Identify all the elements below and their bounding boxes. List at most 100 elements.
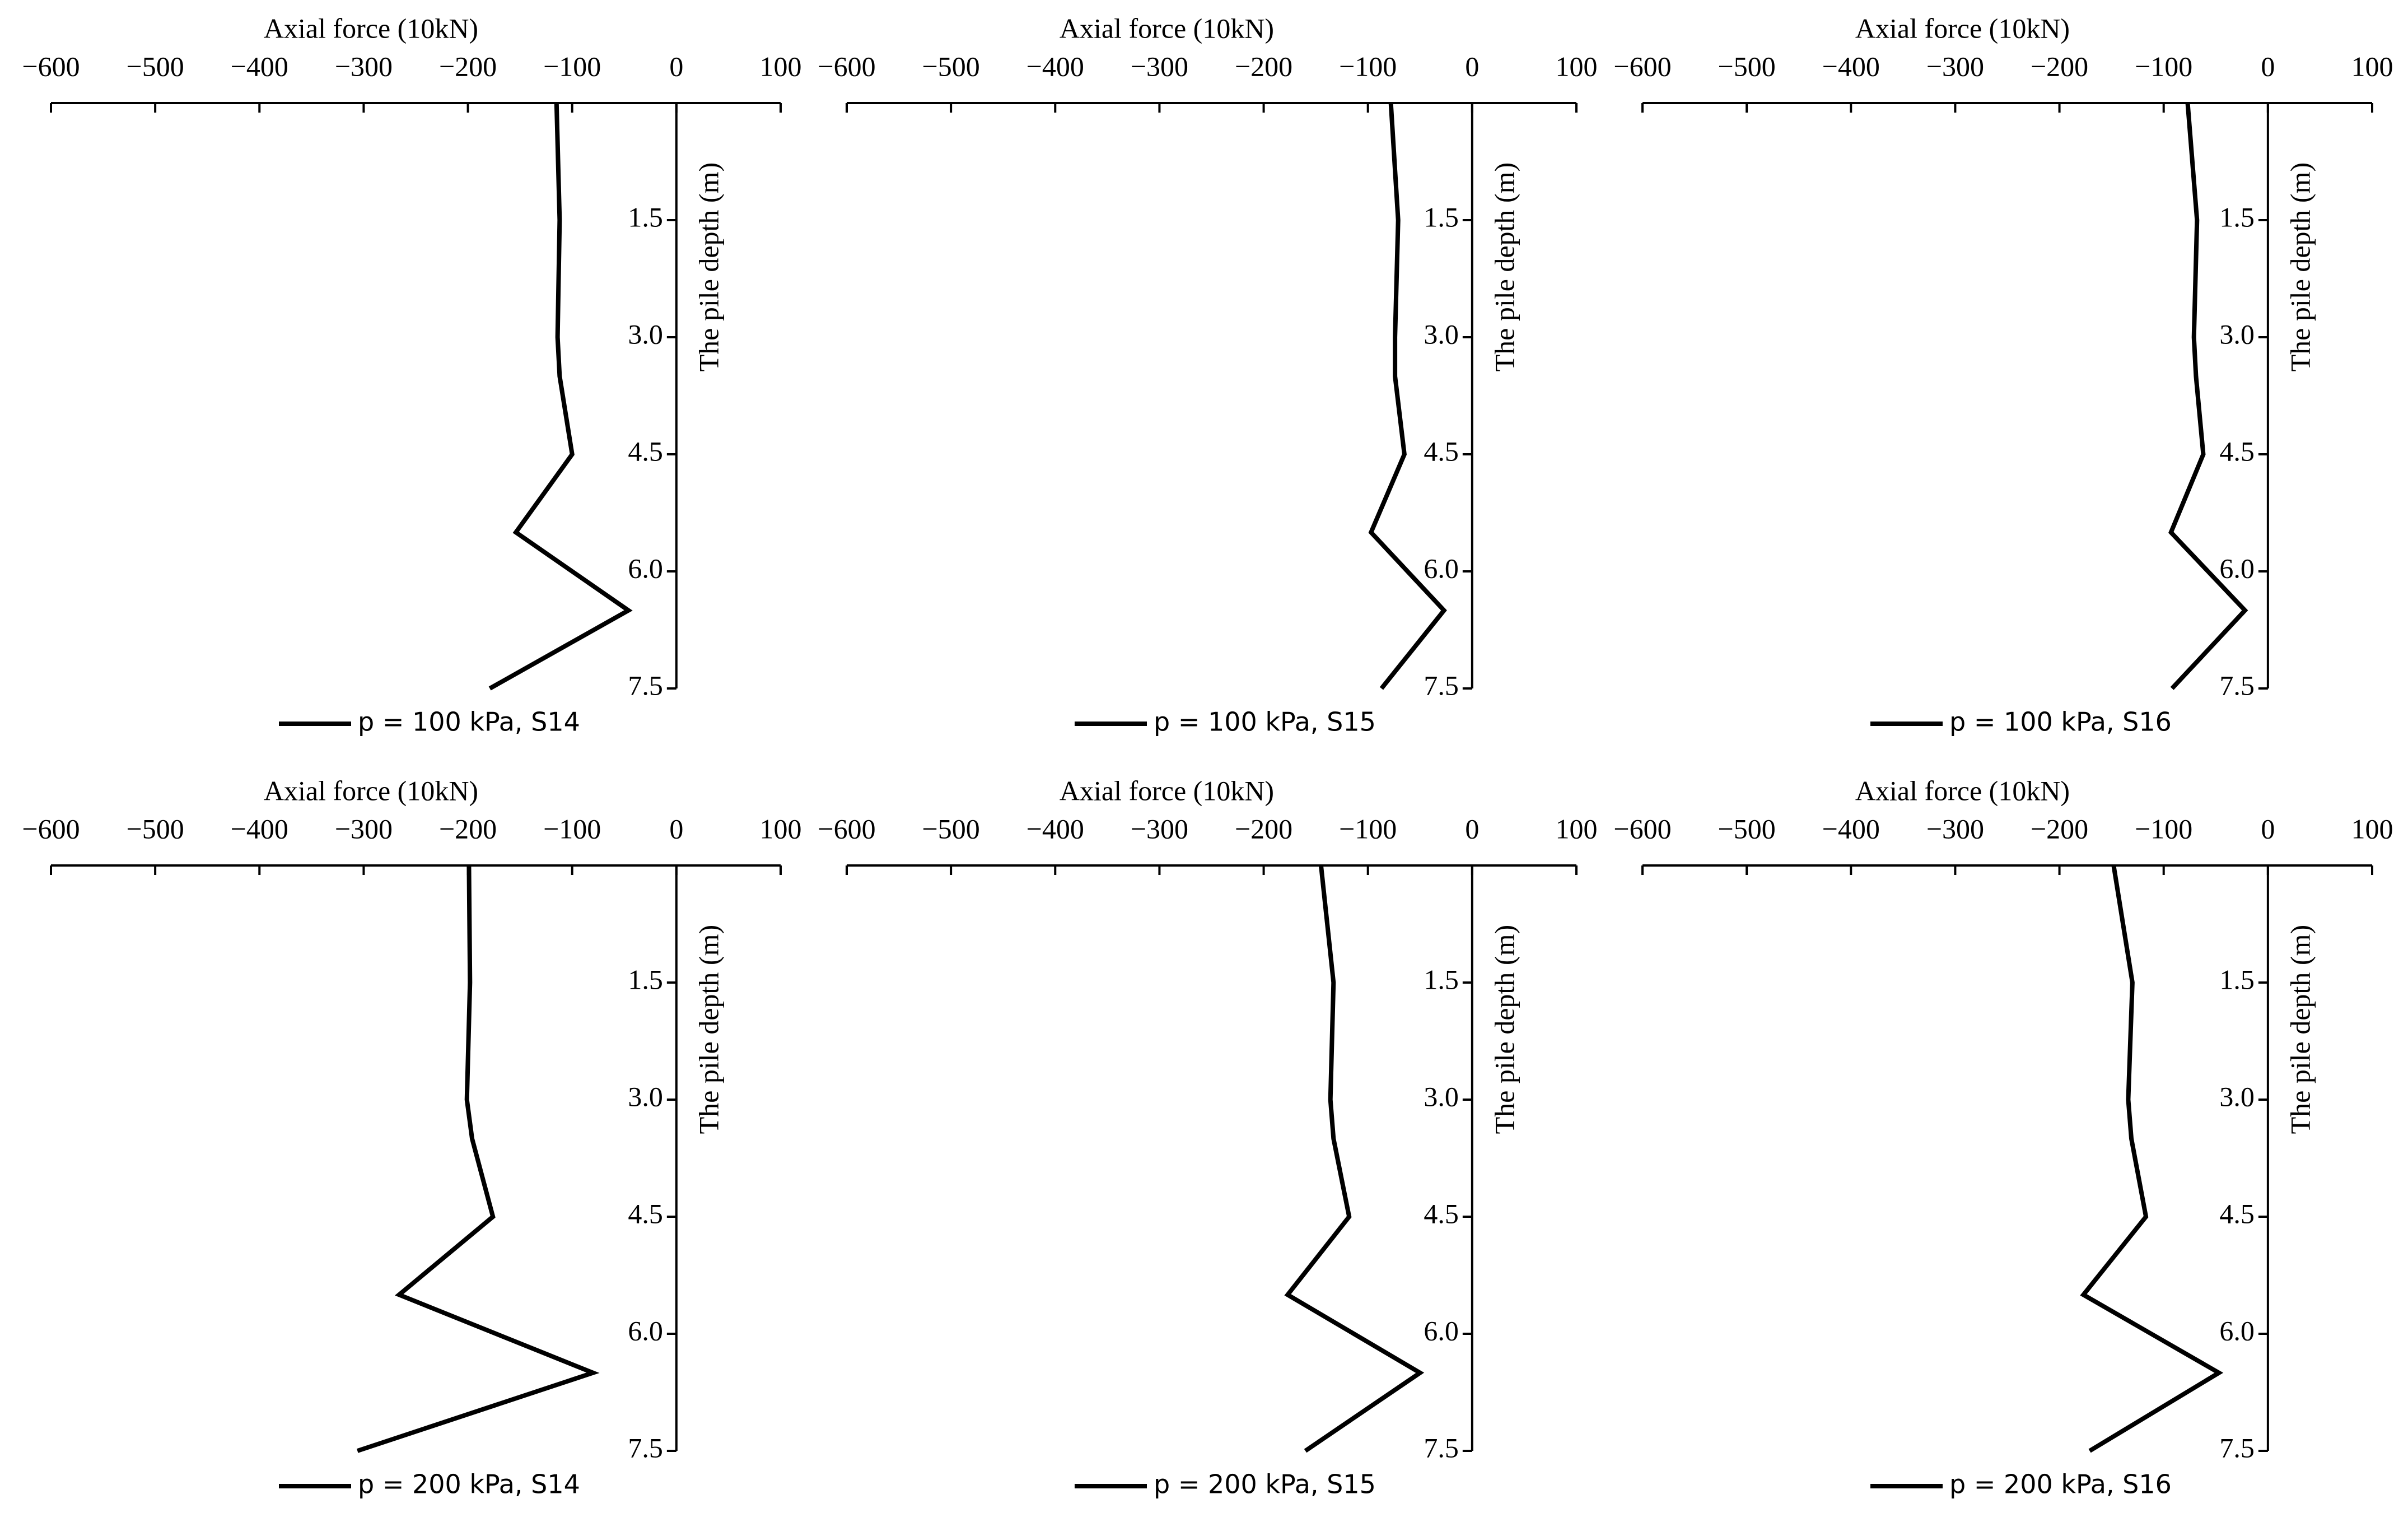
x-tick-label: −200 [439, 813, 497, 844]
y-axis-title: The pile depth (m) [1488, 925, 1520, 1134]
y-tick-label: 7.5 [2219, 1432, 2255, 1463]
y-tick-label: 4.5 [1424, 435, 1459, 467]
x-axis-title: Axial force (10kN) [264, 12, 478, 44]
y-axis-title: The pile depth (m) [693, 925, 724, 1134]
data-line [1284, 865, 1425, 1453]
x-axis-title: Axial force (10kN) [1855, 12, 2070, 44]
y-tick-label: 4.5 [1424, 1198, 1459, 1229]
legend-label: p = 200 kPa, S14 [358, 1469, 580, 1500]
x-tick-label: −500 [1718, 50, 1776, 82]
x-tick-label: −500 [127, 813, 184, 844]
y-tick-label: 4.5 [2219, 1198, 2255, 1229]
y-tick-label: 1.5 [628, 201, 663, 232]
y-tick-label: 3.0 [2219, 1081, 2255, 1112]
y-tick-label: 4.5 [628, 435, 663, 467]
y-tick-label: 1.5 [2219, 201, 2255, 232]
x-tick-label: −600 [818, 50, 875, 82]
legend-label: p = 200 kPa, S15 [1154, 1469, 1376, 1500]
x-tick-label: −600 [1613, 813, 1671, 844]
x-tick-label: −400 [231, 50, 288, 82]
x-tick-label: −500 [1718, 813, 1776, 844]
y-tick-label: 3.0 [1424, 1081, 1459, 1112]
x-axis-title: Axial force (10kN) [1060, 12, 1274, 44]
x-tick-label: 0 [669, 813, 683, 844]
x-tick-label: −200 [1235, 813, 1292, 844]
y-tick-label: 4.5 [628, 1198, 663, 1229]
data-line [357, 865, 600, 1453]
x-tick-label: 100 [760, 50, 802, 82]
data-line [2168, 103, 2248, 690]
x-tick-label: 100 [760, 813, 802, 844]
x-tick-label: −100 [1339, 50, 1397, 82]
y-axis-title: The pile depth (m) [1488, 162, 1520, 371]
x-tick-label: 100 [1556, 813, 1598, 844]
y-tick-label: 7.5 [1424, 669, 1459, 701]
x-tick-label: −600 [1613, 50, 1671, 82]
x-tick-label: −100 [543, 50, 601, 82]
x-tick-label: 100 [1556, 50, 1598, 82]
y-tick-label: 3.0 [628, 1081, 663, 1112]
x-tick-label: −200 [2031, 813, 2088, 844]
x-tick-label: −500 [922, 813, 980, 844]
y-tick-label: 4.5 [2219, 435, 2255, 467]
x-tick-label: −100 [1339, 813, 1397, 844]
y-tick-label: 7.5 [628, 1432, 663, 1463]
y-tick-label: 3.0 [628, 318, 663, 350]
legend-label: p = 100 kPa, S16 [1949, 707, 2172, 737]
x-tick-label: 0 [669, 50, 683, 82]
y-tick-label: 6.0 [2219, 1315, 2255, 1346]
x-tick-label: −500 [922, 50, 980, 82]
x-tick-label: 100 [2351, 50, 2393, 82]
x-tick-label: −400 [1822, 813, 1880, 844]
data-line [1368, 103, 1447, 690]
x-tick-label: −400 [1822, 50, 1880, 82]
y-tick-label: 7.5 [1424, 1432, 1459, 1463]
x-tick-label: −400 [231, 813, 288, 844]
x-axis-title: Axial force (10kN) [264, 775, 478, 806]
x-tick-label: −500 [127, 50, 184, 82]
y-tick-label: 3.0 [1424, 318, 1459, 350]
x-tick-label: −100 [2135, 50, 2192, 82]
x-tick-label: −200 [439, 50, 497, 82]
x-tick-label: 100 [2351, 813, 2393, 844]
y-tick-label: 7.5 [2219, 669, 2255, 701]
x-tick-label: −300 [1131, 50, 1188, 82]
y-tick-label: 7.5 [628, 669, 663, 701]
x-tick-label: 0 [2261, 813, 2275, 844]
x-tick-label: −300 [335, 50, 393, 82]
y-axis-title: The pile depth (m) [2284, 925, 2316, 1134]
y-tick-label: 6.0 [1424, 1315, 1459, 1346]
legend-label: p = 100 kPa, S15 [1154, 707, 1376, 737]
x-tick-label: 0 [2261, 50, 2275, 82]
y-tick-label: 1.5 [1424, 964, 1459, 995]
x-tick-label: −300 [335, 813, 393, 844]
y-tick-label: 6.0 [2219, 552, 2255, 584]
x-axis-title: Axial force (10kN) [1855, 775, 2070, 806]
x-tick-label: −600 [22, 50, 80, 82]
x-tick-label: −200 [2031, 50, 2088, 82]
x-tick-label: −400 [1026, 813, 1084, 844]
y-tick-label: 6.0 [1424, 552, 1459, 584]
y-tick-label: 1.5 [2219, 964, 2255, 995]
x-tick-label: −300 [1926, 813, 1984, 844]
x-tick-label: −100 [543, 813, 601, 844]
x-tick-label: 0 [1465, 50, 1479, 82]
data-line [2080, 865, 2224, 1453]
x-tick-label: −600 [818, 813, 875, 844]
y-axis-title: The pile depth (m) [693, 162, 724, 371]
x-axis-title: Axial force (10kN) [1060, 775, 1274, 806]
x-tick-label: −300 [1926, 50, 1984, 82]
x-tick-label: −600 [22, 813, 80, 844]
y-tick-label: 1.5 [1424, 201, 1459, 232]
x-tick-label: −100 [2135, 813, 2192, 844]
legend-label: p = 200 kPa, S16 [1949, 1469, 2172, 1500]
x-tick-label: −200 [1235, 50, 1292, 82]
y-tick-label: 6.0 [628, 552, 663, 584]
y-tick-label: 1.5 [628, 964, 663, 995]
x-tick-label: −400 [1026, 50, 1084, 82]
y-tick-label: 6.0 [628, 1315, 663, 1346]
legend-label: p = 100 kPa, S14 [358, 707, 580, 737]
y-tick-label: 3.0 [2219, 318, 2255, 350]
x-tick-label: 0 [1465, 813, 1479, 844]
